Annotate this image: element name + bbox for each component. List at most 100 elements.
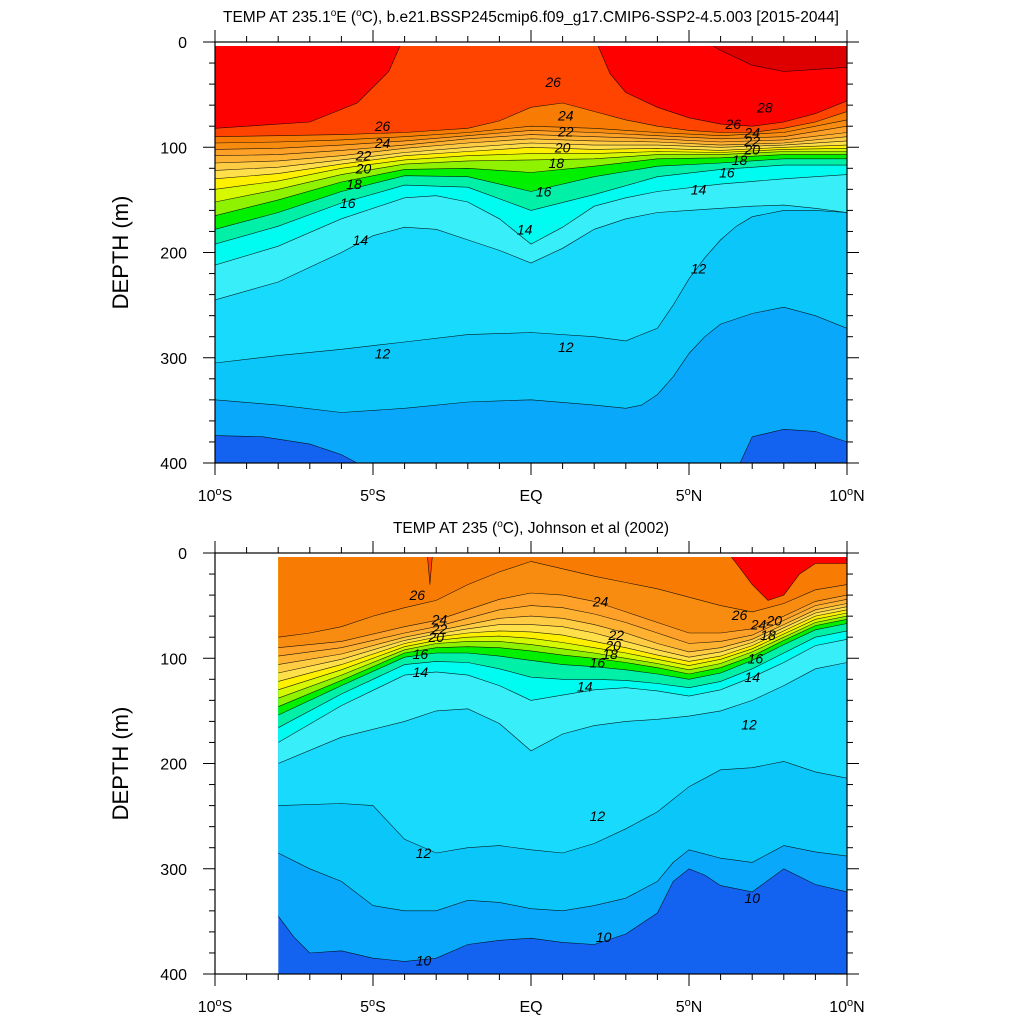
isotherm-16: [215, 158, 847, 230]
x-tick-label: 10oN: [829, 997, 864, 1016]
contour-label: 10: [596, 929, 612, 945]
tick-marks: [203, 541, 859, 986]
contour-label: 16: [590, 654, 606, 670]
contour-label: 20: [743, 141, 760, 157]
contour-label: 14: [744, 669, 760, 685]
contour-label: 18: [346, 176, 362, 192]
contour-label: 16: [413, 646, 429, 662]
chart-title: TEMP AT 235.1oE (oC), b.e21.BSSP245cmip6…: [223, 8, 839, 26]
contour-label: 24: [431, 611, 448, 627]
isotherm-26: [215, 102, 847, 137]
y-tick-label: 200: [160, 757, 187, 774]
y-axis-label: DEPTH (m): [108, 707, 133, 821]
y-tick-label: 100: [160, 651, 187, 668]
isotherm-21: [278, 606, 847, 674]
contour-label: 26: [408, 587, 425, 603]
x-tick-label: 5oS: [360, 997, 386, 1016]
isotherm-11: [278, 845, 847, 912]
band-27: [731, 557, 847, 601]
contour-label: 14: [353, 232, 369, 248]
isotherm-17: [215, 154, 847, 216]
isotherm-20: [278, 609, 847, 682]
contour-label: 16: [536, 183, 552, 199]
contour-label: 20: [355, 160, 372, 176]
contour-label: 24: [750, 617, 767, 633]
contour-label: 26: [544, 74, 561, 90]
y-tick-label: 400: [160, 967, 187, 984]
x-tick-label: 5oN: [676, 486, 703, 505]
isotherm-22: [278, 603, 847, 665]
contour-label: 22: [743, 133, 760, 149]
isotherm-12: [215, 210, 847, 364]
contour-label: 14: [413, 664, 429, 680]
contour-label: 24: [374, 135, 391, 151]
contour-label: 10: [416, 952, 432, 968]
band-25: [278, 557, 847, 638]
contour-label: 16: [340, 195, 356, 211]
isotherm-20: [215, 144, 847, 180]
isotherm-14: [215, 174, 847, 266]
isotherm-13: [215, 204, 847, 301]
y-tick-label: 200: [160, 246, 187, 263]
contour-label: 12: [416, 845, 432, 861]
contour-label: 12: [558, 339, 574, 355]
contour-label: 20: [554, 139, 571, 155]
isotherm-25: [278, 561, 847, 638]
contour-label: 24: [557, 108, 574, 124]
isotherm-18: [215, 151, 847, 203]
isotherm-13: [278, 662, 847, 764]
contour-label: 26: [724, 116, 741, 132]
chart-title: TEMP AT 235 (oC), Johnson et al (2002): [393, 519, 669, 537]
contour-label: 12: [691, 260, 707, 276]
y-tick-label: 0: [178, 35, 187, 52]
contour-label: 20: [766, 612, 783, 628]
x-tick-label: 10oN: [829, 486, 864, 505]
isotherm-19: [278, 612, 847, 691]
x-tick-label: EQ: [519, 999, 542, 1016]
isotherm-24: [278, 592, 847, 648]
contour-label: 18: [732, 152, 748, 168]
contour-label: 12: [375, 346, 391, 362]
contour-label: 22: [608, 627, 625, 643]
contour-label: 20: [427, 629, 444, 645]
x-tick-label: 5oS: [360, 486, 386, 505]
isotherm-22: [215, 136, 847, 164]
y-axis-label: DEPTH (m): [108, 196, 133, 310]
contour-label: 28: [756, 99, 773, 115]
isotherm-28: [712, 46, 847, 72]
band-27: [215, 46, 847, 129]
isotherm-25: [215, 119, 847, 144]
contour-label: 20: [604, 638, 621, 654]
isotherm-21: [215, 140, 847, 171]
contour-label: 26: [731, 607, 748, 623]
contour-label: 24: [743, 125, 760, 141]
isotherm-11: [215, 306, 847, 413]
contour-label: 16: [748, 650, 764, 666]
band-26: [427, 557, 433, 585]
contour-fill: [215, 46, 847, 463]
isotherm-18: [278, 615, 847, 699]
isotherm-23: [278, 599, 847, 657]
x-tick-label: 10oS: [198, 486, 233, 505]
isotherm-10: [215, 428, 847, 463]
contour-label: 22: [431, 621, 448, 637]
contour-label: 18: [548, 155, 564, 171]
contour-fill: [278, 557, 847, 974]
contour-label: 12: [590, 808, 606, 824]
contour-label: 18: [760, 627, 776, 643]
y-tick-label: 300: [160, 862, 187, 879]
y-tick-label: 400: [160, 456, 187, 473]
x-tick-label: EQ: [519, 488, 542, 505]
contour-label: 14: [517, 221, 533, 237]
y-tick-label: 0: [178, 546, 187, 563]
isotherm-17: [278, 619, 847, 707]
tick-marks: [203, 30, 859, 475]
y-tick-label: 100: [160, 140, 187, 157]
contour-label: 24: [592, 593, 609, 609]
isotherm-15: [278, 630, 847, 728]
contour-label: 10: [744, 890, 760, 906]
isotherm-24: [215, 125, 847, 150]
panel-top: 2626242220181614242220181614282624222018…: [108, 8, 865, 505]
